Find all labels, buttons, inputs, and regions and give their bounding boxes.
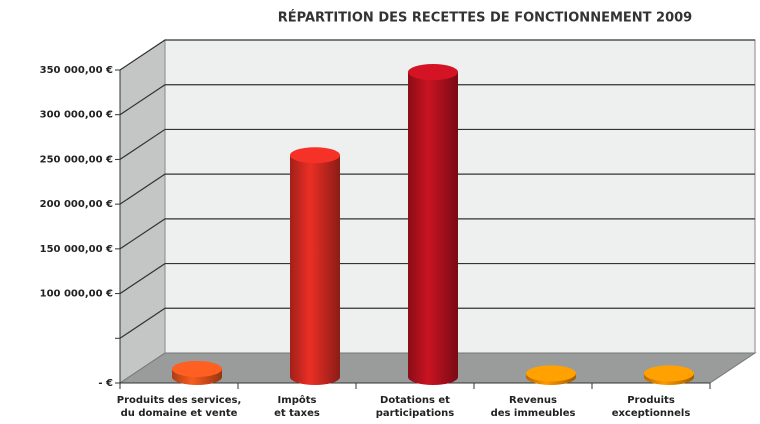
y-tick-label: 300 000,00 € bbox=[40, 110, 113, 121]
y-tick-label: 150 000,00 € bbox=[40, 244, 113, 255]
x-tick-label: Revenus bbox=[509, 395, 557, 406]
grid-line bbox=[119, 39, 755, 71]
x-tick-label: exceptionnels bbox=[612, 408, 691, 419]
y-tick-label: 250 000,00 € bbox=[40, 154, 113, 165]
back-wall bbox=[164, 39, 756, 354]
x-tick-label: et taxes bbox=[274, 408, 320, 419]
grid-line bbox=[119, 128, 755, 160]
grid-line bbox=[119, 173, 755, 205]
x-tick-label: Dotations et bbox=[380, 395, 450, 406]
y-tick-label: - € bbox=[98, 378, 113, 389]
bar-top bbox=[526, 365, 576, 382]
grid-line bbox=[119, 262, 755, 295]
x-tick-label: Produits bbox=[627, 395, 675, 406]
y-tick-label: 350 000,00 € bbox=[40, 65, 113, 76]
grid-line bbox=[119, 218, 755, 250]
grid-line bbox=[119, 307, 755, 339]
side-wall bbox=[119, 39, 166, 384]
bar-top bbox=[172, 360, 222, 377]
y-tick-label: 100 000,00 € bbox=[40, 289, 113, 300]
bar bbox=[290, 155, 340, 385]
chart-title: RÉPARTITION DES RECETTES DE FONCTIONNEME… bbox=[278, 10, 692, 26]
grid-line bbox=[119, 84, 755, 116]
x-tick-label: du domaine et vente bbox=[121, 408, 238, 419]
x-tick-label: participations bbox=[376, 408, 455, 419]
bar-top bbox=[644, 365, 694, 382]
x-tick-label: des immeubles bbox=[491, 408, 576, 419]
bar-top bbox=[290, 147, 340, 164]
x-tick-label: Produits des services, bbox=[117, 395, 242, 406]
x-tick-label: Impôts bbox=[278, 394, 317, 406]
bar bbox=[408, 72, 458, 385]
bar-top bbox=[408, 64, 458, 81]
y-tick-label: 200 000,00 € bbox=[40, 199, 113, 210]
